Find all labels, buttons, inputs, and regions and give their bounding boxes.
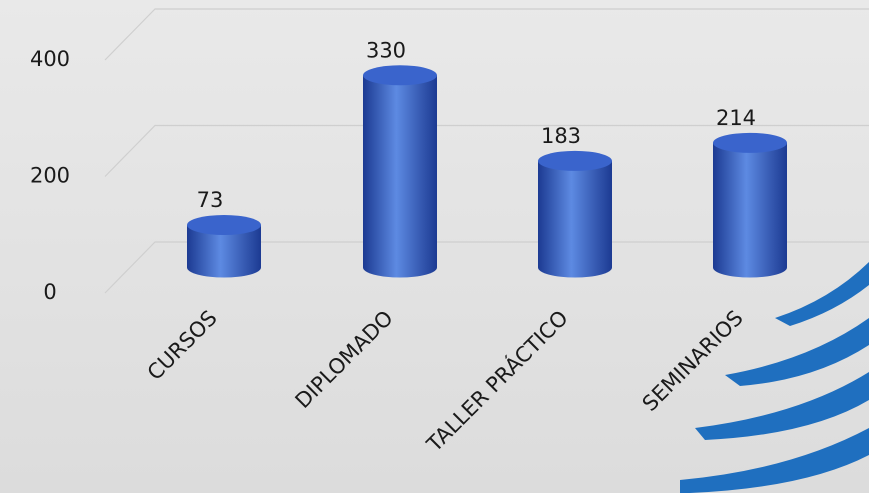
data-label: 183	[541, 124, 581, 148]
bar-top	[187, 215, 261, 235]
chart: 020040073CURSOS330DIPLOMADO183TALLER PRÁ…	[0, 0, 869, 493]
bar-body	[538, 161, 612, 278]
bar	[538, 151, 612, 278]
page: {"chart_data": {"type": "bar", "categori…	[0, 0, 869, 493]
bar	[713, 133, 787, 278]
bar	[187, 215, 261, 278]
y-tick-label: 400	[30, 47, 70, 71]
y-tick-label: 0	[43, 280, 56, 304]
bar-body	[713, 143, 787, 278]
bar	[363, 65, 437, 277]
bar-top	[713, 133, 787, 153]
bar-top	[538, 151, 612, 171]
bar-top	[363, 65, 437, 85]
data-label: 73	[197, 188, 224, 212]
bar-body	[363, 75, 437, 277]
data-label: 330	[366, 38, 406, 62]
y-tick-label: 200	[30, 164, 70, 188]
data-label: 214	[716, 106, 756, 130]
